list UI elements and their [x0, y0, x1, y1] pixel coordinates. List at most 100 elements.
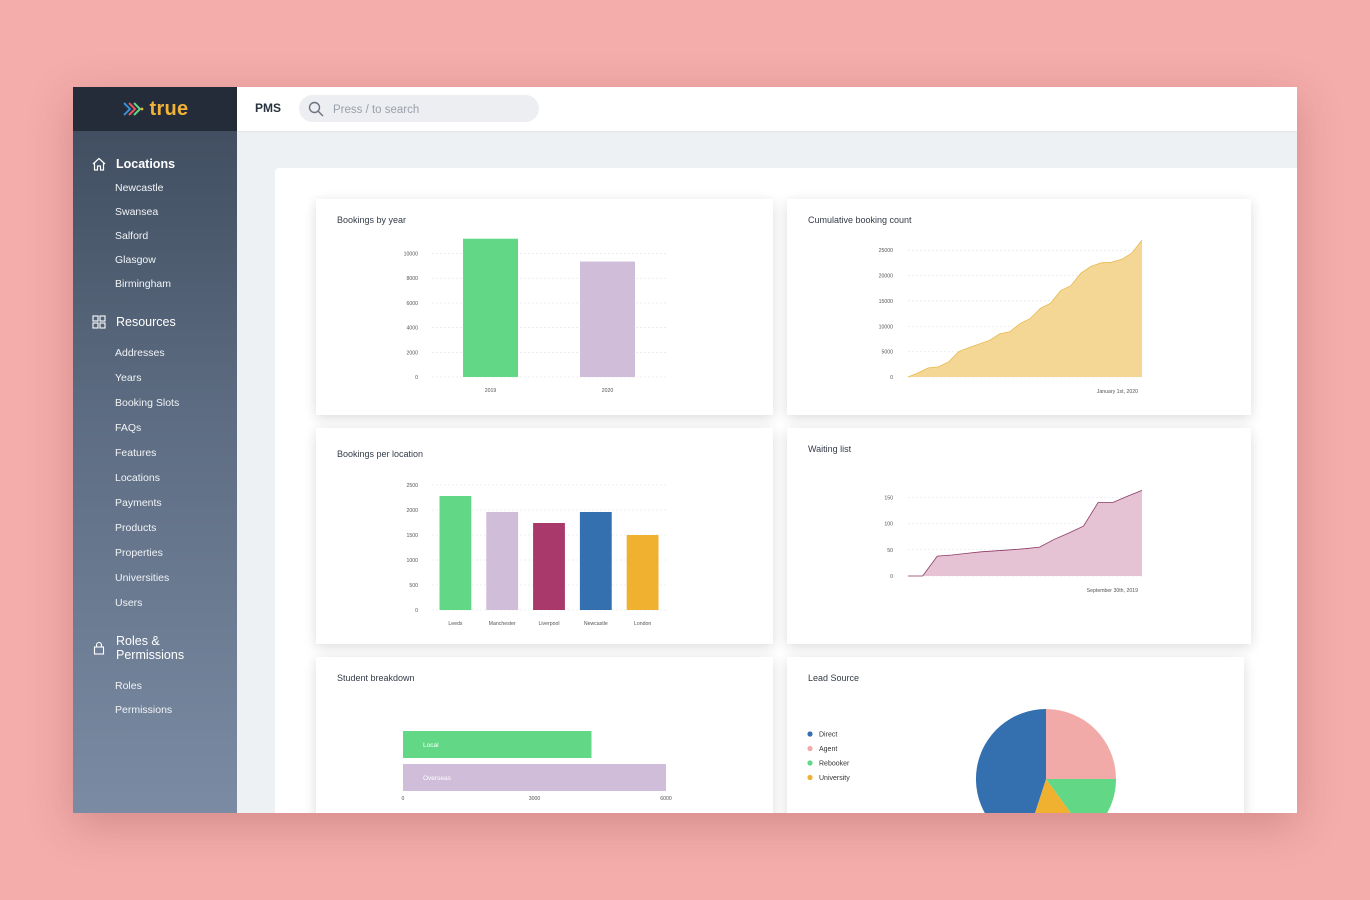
bar: [580, 261, 635, 377]
topbar: PMS: [237, 87, 1297, 131]
x-tick-label: Liverpool: [538, 621, 559, 627]
bar: [626, 535, 659, 610]
legend-swatch: [807, 774, 813, 781]
sidebar-item-swansea[interactable]: Swansea: [115, 206, 159, 218]
sidebar-item-glasgow[interactable]: Glasgow: [115, 254, 156, 266]
brand-logo[interactable]: true: [73, 87, 237, 131]
y-tick-label: 8000: [406, 276, 418, 282]
x-tick-label: Newcastle: [584, 621, 608, 627]
chart-title: Lead Source: [808, 673, 860, 683]
sidebar-item-properties[interactable]: Properties: [115, 547, 163, 559]
sidebar-item-salford[interactable]: Salford: [115, 230, 149, 242]
roles-title-line2: Permissions: [116, 648, 185, 662]
nav-head-resources[interactable]: Resources: [73, 311, 237, 333]
area-fill: [908, 490, 1142, 576]
sidebar-item-permissions[interactable]: Permissions: [115, 704, 173, 716]
x-tick-label: 6000: [660, 796, 672, 802]
bar-chart: 0 500 1000 1500 2000 2500 Leeds Manchester Liver…: [406, 483, 666, 627]
legend-label: Agent: [819, 746, 837, 753]
sidebar-item-features[interactable]: Features: [115, 447, 157, 459]
logo-icon: [122, 102, 143, 116]
y-tick-label: 0: [890, 574, 893, 580]
y-tick-label: 2500: [406, 483, 418, 489]
bar-label: Local: [423, 742, 439, 749]
pie-slice: [975, 709, 1046, 813]
x-tick-label: 0: [402, 796, 405, 802]
chart-card-bookings-per-location: Bookings per location 0 500 1000 1500 2000 25…: [316, 428, 773, 644]
legend-swatch: [807, 731, 813, 737]
y-tick-label: 500: [409, 583, 418, 589]
chart-title: Waiting list: [808, 444, 852, 454]
area-chart: 0 5000 10000 15000 20000 25000 January 1st, 20…: [879, 239, 1143, 395]
chart-card-student-breakdown: Student breakdown Local Overseas 0 3000 6000: [316, 657, 773, 813]
bar: [533, 523, 565, 610]
app-name: PMS: [255, 101, 282, 115]
y-tick-label: 5000: [881, 350, 893, 356]
nav-head-label: Roles & Permissions: [116, 634, 184, 662]
nav-section-roles: Roles & Permissions: [73, 634, 237, 664]
y-tick-label: 0: [415, 608, 418, 614]
lock-icon: [91, 640, 107, 656]
x-tick-label: 3000: [529, 796, 541, 802]
bar-label: Overseas: [423, 775, 452, 782]
home-icon: [91, 156, 107, 172]
sidebar-item-booking-slots[interactable]: Booking Slots: [115, 397, 180, 409]
y-tick-label: 0: [890, 375, 893, 381]
sidebar-item-products[interactable]: Products: [115, 522, 157, 534]
y-tick-label: 1000: [406, 558, 418, 564]
area-line: [908, 490, 1143, 577]
x-tick-label: September 30th, 2019: [1087, 588, 1138, 594]
x-tick-label: Leeds: [448, 621, 463, 627]
y-tick-label: 0: [415, 375, 418, 381]
bar: [403, 764, 666, 791]
sidebar-item-addresses[interactable]: Addresses: [115, 347, 165, 359]
nav-head-roles[interactable]: Roles & Permissions: [73, 634, 237, 664]
sidebar-item-faqs[interactable]: FAQs: [115, 422, 142, 434]
sidebar-item-years[interactable]: Years: [115, 372, 142, 384]
chart-title: Bookings by year: [337, 215, 407, 225]
nav-section-resources: Resources: [73, 311, 237, 333]
x-tick-label: London: [634, 621, 651, 627]
nav-section-locations: Locations: [73, 153, 237, 175]
bar-chart: 0 2000 4000 6000 8000 10000 2019 2020: [404, 238, 666, 394]
pie-slice: [1034, 779, 1071, 813]
roles-title-line1: Roles &: [116, 634, 160, 648]
y-tick-label: 25000: [879, 248, 894, 254]
legend-label: Direct: [819, 732, 837, 739]
y-tick-label: 150: [884, 495, 893, 501]
grid-icon: [91, 314, 107, 330]
app-window: true Locations Newcastle Swansea Salford…: [73, 87, 1297, 813]
sidebar: true Locations Newcastle Swansea Salford…: [73, 87, 237, 813]
x-tick-label: 2020: [602, 388, 614, 394]
nav-head-locations[interactable]: Locations: [73, 153, 237, 175]
y-tick-label: 10000: [404, 252, 419, 258]
sidebar-item-locations[interactable]: Locations: [115, 472, 160, 484]
search-box[interactable]: [299, 95, 539, 122]
y-tick-label: 20000: [879, 274, 894, 280]
sidebar-item-newcastle[interactable]: Newcastle: [115, 182, 164, 194]
y-tick-label: 2000: [406, 508, 418, 514]
legend-swatch: [807, 760, 813, 766]
sidebar-item-roles[interactable]: Roles: [115, 680, 142, 692]
sidebar-item-universities[interactable]: Universities: [115, 572, 170, 584]
horizontal-bar-chart: Local Overseas 0 3000 6000: [402, 731, 672, 802]
chart-card-cumulative-booking: Cumulative booking count 0 5000 10000 15000…: [787, 199, 1251, 415]
area-line: [907, 239, 1143, 378]
y-tick-label: 50: [887, 548, 893, 554]
y-tick-label: 6000: [406, 301, 418, 307]
pie-slice: [1046, 709, 1116, 779]
y-tick-label: 2000: [406, 350, 418, 356]
bar: [439, 496, 472, 610]
search-input[interactable]: [331, 99, 533, 120]
sidebar-item-users[interactable]: Users: [115, 597, 143, 609]
area-fill: [908, 240, 1142, 377]
chart-card-lead-source: Lead Source Direct Agent Rebooker Universit…: [787, 657, 1244, 813]
bar: [579, 512, 612, 610]
pie-slice: [1046, 779, 1116, 813]
legend-swatch: [807, 745, 813, 752]
sidebar-item-payments[interactable]: Payments: [115, 497, 162, 509]
bar: [403, 731, 592, 758]
sidebar-item-birmingham[interactable]: Birmingham: [115, 278, 172, 290]
chart-card-bookings-by-year: Bookings by year 0 2000 4000 6000 8000 10000 2…: [316, 199, 773, 415]
chart-title: Cumulative booking count: [808, 215, 912, 225]
